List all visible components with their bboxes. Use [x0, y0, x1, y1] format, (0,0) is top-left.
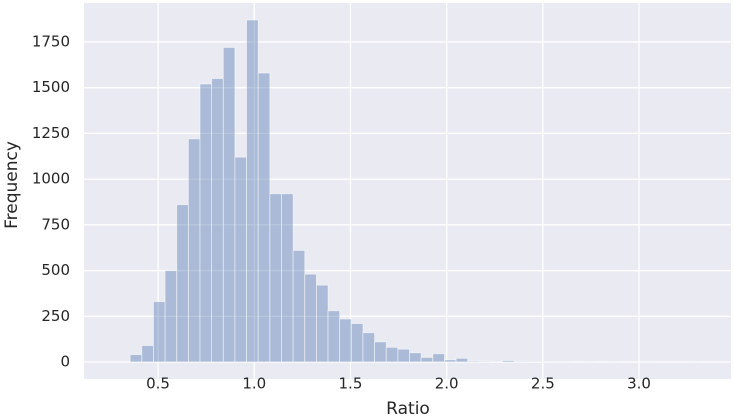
bar: [339, 318, 352, 363]
bar: [316, 284, 329, 363]
bar: [350, 323, 364, 363]
y-tick-label: 0: [60, 352, 70, 370]
bar: [153, 301, 166, 363]
bar: [141, 345, 154, 363]
x-tick-label: 0.5: [146, 375, 170, 393]
bar: [525, 361, 538, 363]
x-tick-label: 1.0: [242, 375, 266, 393]
bar: [502, 360, 515, 363]
x-tick-label: 1.5: [339, 375, 363, 393]
bar: [385, 346, 399, 363]
y-axis-label: Frequency: [2, 141, 22, 229]
bar: [187, 138, 201, 363]
bar: [444, 359, 457, 363]
bar: [513, 360, 527, 363]
bar: [222, 47, 236, 363]
y-tick-label: 250: [41, 307, 70, 325]
bar: [327, 310, 341, 363]
bar: [257, 72, 271, 363]
x-tick-label: 3.0: [627, 375, 651, 393]
x-tick-label: 2.5: [531, 375, 555, 393]
bar: [234, 156, 247, 363]
bar: [281, 193, 294, 363]
x-axis-label: Ratio: [386, 399, 430, 419]
y-tick-label: 1750: [32, 32, 70, 50]
bar: [164, 270, 178, 363]
bar: [269, 193, 282, 363]
bar: [478, 360, 492, 363]
bar: [246, 19, 259, 363]
y-tick-label: 1250: [32, 124, 70, 142]
bar: [362, 332, 376, 363]
bar: [304, 273, 317, 363]
y-tick-label: 1500: [32, 78, 70, 96]
bar: [211, 78, 224, 363]
bar: [374, 341, 387, 363]
bar: [409, 352, 422, 363]
bar: [292, 250, 306, 363]
bar: [455, 357, 469, 363]
y-tick-label: 1000: [32, 170, 70, 188]
bar: [199, 83, 213, 363]
bar: [432, 353, 445, 363]
bar: [129, 354, 143, 363]
bar: [467, 360, 480, 363]
x-tick-label: 2.0: [435, 375, 459, 393]
y-tick-label: 750: [41, 215, 70, 233]
bar: [176, 204, 189, 363]
y-tick-label: 500: [41, 261, 70, 279]
bar: [397, 348, 410, 363]
bar: [420, 357, 434, 363]
